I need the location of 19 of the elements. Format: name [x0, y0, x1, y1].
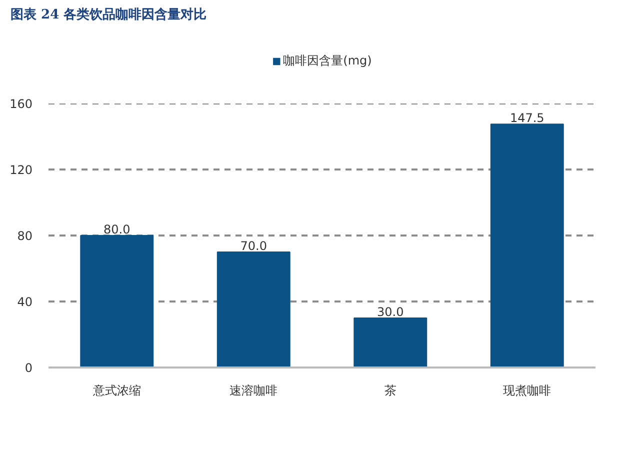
- y-tick-label: 120: [10, 163, 32, 177]
- bar: [216, 252, 290, 368]
- y-tick-label: 160: [10, 97, 32, 111]
- y-tick-label: 40: [17, 295, 33, 309]
- chart-title: 图表 24 各类饮品咖啡因含量对比: [10, 6, 207, 22]
- x-tick-label: 茶: [384, 384, 396, 398]
- bar: [80, 235, 154, 368]
- x-tick-label: 意式浓缩: [92, 384, 141, 398]
- legend-label: 咖啡因含量(mg): [283, 52, 372, 70]
- data-label: 80.0: [104, 222, 130, 236]
- data-label: 30.0: [377, 305, 404, 319]
- data-label: 147.5: [510, 111, 544, 126]
- data-label: 70.0: [240, 239, 267, 253]
- bar: [354, 318, 428, 368]
- x-tick-label: 速溶咖啡: [230, 384, 278, 398]
- x-tick-label: 现煮咖啡: [503, 384, 552, 398]
- y-tick-label: 80: [17, 229, 33, 243]
- bar: [490, 124, 564, 368]
- y-tick-label: 0: [24, 361, 33, 375]
